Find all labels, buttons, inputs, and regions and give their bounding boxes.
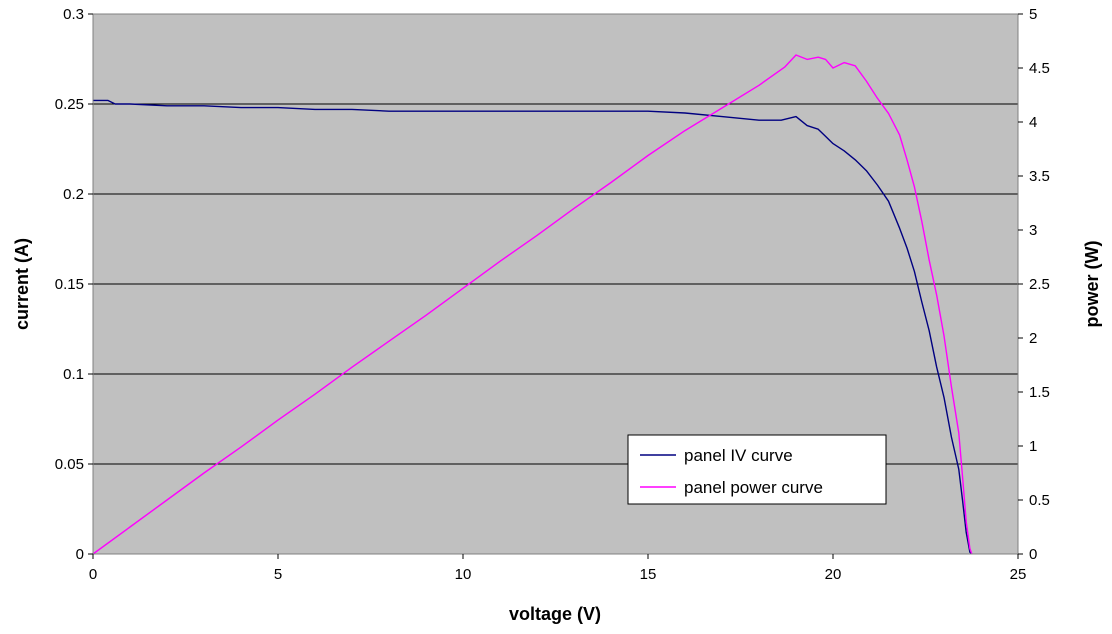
x-tick-label: 20 — [825, 566, 842, 583]
y-tick-label: 0.2 — [63, 186, 84, 203]
y-tick-label: 0.05 — [55, 456, 84, 473]
y2-tick-label: 1 — [1029, 438, 1037, 455]
legend-label-power: panel power curve — [684, 478, 823, 497]
y2-tick-label: 3.5 — [1029, 168, 1050, 185]
series-layer — [92, 54, 973, 555]
y2-tick-label: 3 — [1029, 222, 1037, 239]
series-line-iv — [93, 99, 973, 555]
legend-box — [627, 434, 887, 505]
x-axis-ticks: 0 5 10 15 20 25 — [89, 554, 1027, 583]
x-tick-label: 0 — [89, 566, 97, 583]
y2-tick-label: 5 — [1029, 6, 1037, 23]
y-tick-label: 0.25 — [55, 96, 84, 113]
legend-label-iv: panel IV curve — [684, 446, 793, 465]
x-tick-label: 5 — [274, 566, 282, 583]
y2-tick-label: 0 — [1029, 546, 1037, 563]
y-tick-label: 0.3 — [63, 6, 84, 23]
y2-axis-title: power (W) — [1082, 241, 1102, 328]
y-axis-title: current (A) — [12, 238, 32, 330]
y-axis-ticks: 0 0.05 0.1 0.15 0.2 0.25 0.3 — [55, 6, 93, 563]
series-line-power — [92, 54, 973, 555]
y2-tick-label: 4 — [1029, 114, 1037, 131]
y2-tick-label: 1.5 — [1029, 384, 1050, 401]
y2-tick-label: 2.5 — [1029, 276, 1050, 293]
x-axis-title: voltage (V) — [509, 604, 601, 624]
x-tick-label: 10 — [455, 566, 472, 583]
y2-axis-ticks: 0 0.5 1 1.5 2 2.5 3 3.5 4 4.5 5 — [1018, 6, 1050, 563]
y-tick-label: 0 — [76, 546, 84, 563]
y2-tick-label: 2 — [1029, 330, 1037, 347]
x-tick-label: 15 — [640, 566, 657, 583]
y-tick-label: 0.1 — [63, 366, 84, 383]
y2-tick-label: 0.5 — [1029, 492, 1050, 509]
x-tick-label: 25 — [1010, 566, 1027, 583]
y-tick-label: 0.15 — [55, 276, 84, 293]
y2-tick-label: 4.5 — [1029, 60, 1050, 77]
legend: panel IV curve panel power curve — [627, 434, 887, 505]
